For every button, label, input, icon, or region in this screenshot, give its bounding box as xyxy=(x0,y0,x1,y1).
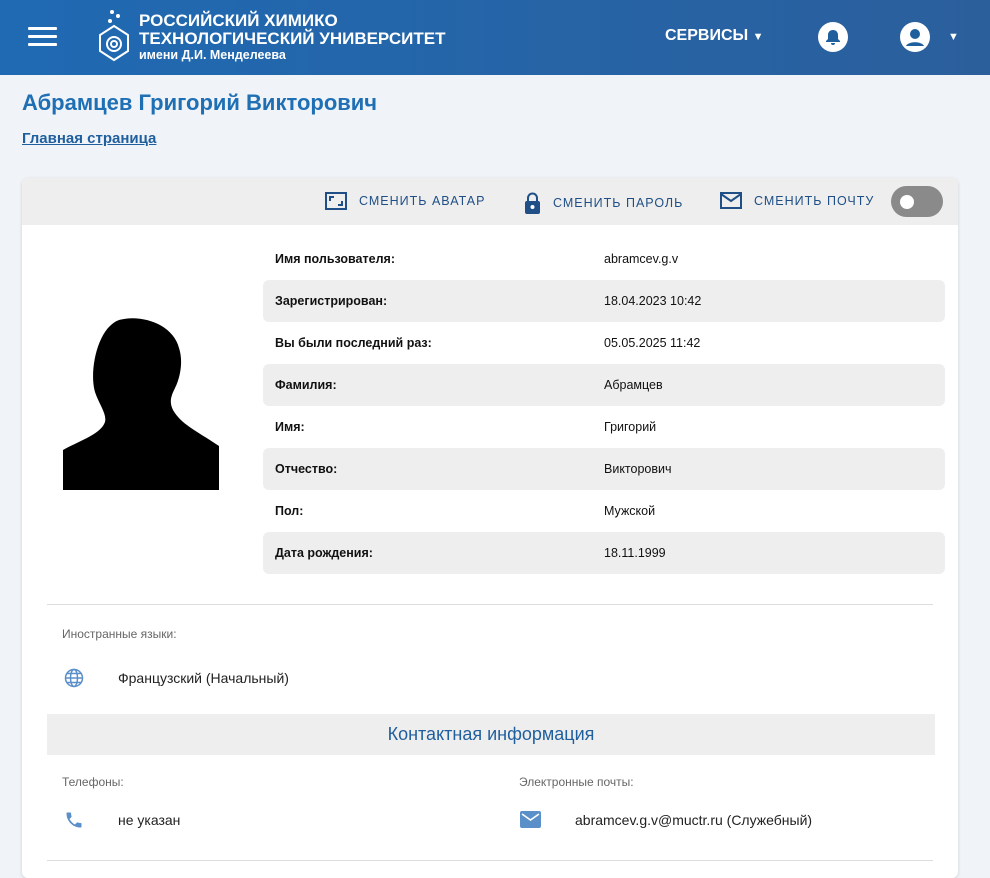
change-email-button[interactable]: СМЕНИТЬ ПОЧТУ xyxy=(720,192,874,209)
divider xyxy=(47,860,933,861)
account-caret-icon[interactable]: ▼ xyxy=(948,31,959,43)
profile-row: Дата рождения: 18.11.1999 xyxy=(263,532,945,574)
languages-label: Иностранные языки: xyxy=(62,627,177,641)
field-label: Пол: xyxy=(275,504,304,518)
change-avatar-button[interactable]: СМЕНИТЬ АВАТАР xyxy=(325,192,485,210)
globe-icon xyxy=(64,668,84,688)
brand-line3: имени Д.И. Менделеева xyxy=(139,48,286,62)
field-value: Григорий xyxy=(604,420,657,434)
profile-row: Имя: Григорий xyxy=(263,406,945,448)
phones-label: Телефоны: xyxy=(62,775,124,789)
toggle-switch[interactable] xyxy=(891,186,943,217)
contact-info-header: Контактная информация xyxy=(47,714,935,755)
crop-frame-icon xyxy=(325,192,347,210)
services-menu[interactable]: СЕРВИСЫ ▼ xyxy=(665,27,764,45)
emails-label: Электронные почты: xyxy=(519,775,634,789)
menu-icon[interactable] xyxy=(28,27,57,47)
change-avatar-label: СМЕНИТЬ АВАТАР xyxy=(359,194,486,208)
user-account-icon[interactable] xyxy=(900,22,930,52)
field-value: Абрамцев xyxy=(604,378,663,392)
email-icon xyxy=(520,811,541,828)
phone-icon xyxy=(66,812,82,828)
profile-row: Зарегистрирован: 18.04.2023 10:42 xyxy=(263,280,945,322)
field-label: Фамилия: xyxy=(275,378,337,392)
lock-icon xyxy=(525,192,540,214)
brand-line1: РОССИЙСКИЙ ХИМИКО xyxy=(139,11,338,30)
field-value: Викторович xyxy=(604,462,672,476)
university-name: РОССИЙСКИЙ ХИМИКО ТЕХНОЛОГИЧЕСКИЙ УНИВЕР… xyxy=(139,11,446,63)
field-label: Зарегистрирован: xyxy=(275,294,388,308)
field-label: Имя: xyxy=(275,420,305,434)
profile-row: Вы были последний раз: 05.05.2025 11:42 xyxy=(263,322,945,364)
field-value: 18.11.1999 xyxy=(604,546,666,560)
phone-value: не указан xyxy=(118,812,181,828)
language-item: Французский (Начальный) xyxy=(118,670,289,686)
field-label: Имя пользователя: xyxy=(275,252,395,266)
field-label: Отчество: xyxy=(275,462,338,476)
page-title: Абрамцев Григорий Викторович xyxy=(22,90,378,115)
top-header: РОССИЙСКИЙ ХИМИКО ТЕХНОЛОГИЧЕСКИЙ УНИВЕР… xyxy=(0,0,990,75)
mail-icon xyxy=(720,192,742,209)
profile-row: Имя пользователя: abramcev.g.v xyxy=(263,238,945,280)
profile-row: Отчество: Викторович xyxy=(263,448,945,490)
field-label: Дата рождения: xyxy=(275,546,373,560)
avatar-silhouette xyxy=(63,318,219,490)
field-label: Вы были последний раз: xyxy=(275,336,432,350)
divider xyxy=(47,604,933,605)
breadcrumb-home-link[interactable]: Главная страница xyxy=(22,130,157,147)
field-value: 18.04.2023 10:42 xyxy=(604,294,702,308)
profile-card: СМЕНИТЬ АВАТАР СМЕНИТЬ ПАРОЛЬ СМЕНИТЬ ПО… xyxy=(22,178,958,878)
field-value: abramcev.g.v xyxy=(604,252,679,266)
email-value[interactable]: abramcev.g.v@muctr.ru (Служебный) xyxy=(575,812,813,828)
profile-row: Пол: Мужской xyxy=(263,490,945,532)
change-password-button[interactable]: СМЕНИТЬ ПАРОЛЬ xyxy=(524,192,683,214)
notifications-bell-icon[interactable] xyxy=(818,22,848,52)
profile-row: Фамилия: Абрамцев xyxy=(263,364,945,406)
brand-line2: ТЕХНОЛОГИЧЕСКИЙ УНИВЕРСИТЕТ xyxy=(139,29,446,48)
field-value: 05.05.2025 11:42 xyxy=(604,336,701,350)
field-value: Мужской xyxy=(604,504,656,518)
change-email-label: СМЕНИТЬ ПОЧТУ xyxy=(754,193,875,208)
change-password-label: СМЕНИТЬ ПАРОЛЬ xyxy=(553,196,684,210)
profile-toolbar: СМЕНИТЬ АВАТАР СМЕНИТЬ ПАРОЛЬ СМЕНИТЬ ПО… xyxy=(22,178,958,225)
caret-down-icon: ▼ xyxy=(752,31,764,43)
services-label: СЕРВИСЫ xyxy=(665,27,749,44)
university-logo[interactable] xyxy=(96,10,132,65)
